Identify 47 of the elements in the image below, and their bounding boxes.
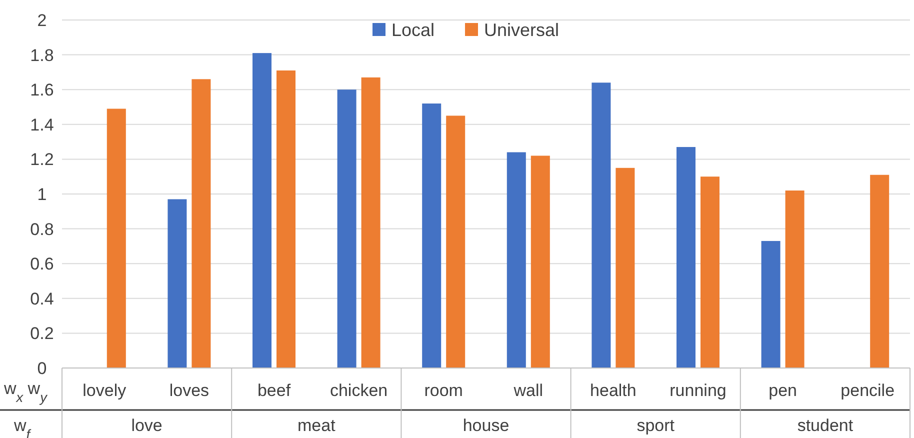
text: meat	[298, 416, 336, 435]
y-tick-label: 1.6	[30, 80, 54, 100]
bar	[506, 152, 526, 368]
text: love	[131, 416, 162, 435]
x-tick-label: pencile	[840, 381, 895, 400]
legend-label: Local	[392, 20, 435, 40]
bar	[761, 240, 780, 368]
x-tick-label: chicken	[330, 381, 388, 400]
x-tick-label: lovely	[82, 381, 127, 400]
legend-label: Universal	[484, 20, 560, 40]
x-tick-label: beef	[257, 381, 291, 400]
text: sport	[636, 416, 675, 435]
x-tick-label: loves	[169, 381, 210, 400]
x-tick-label: health	[590, 381, 636, 400]
y-tick-label: 0.4	[30, 289, 54, 308]
y-tick-label: 0.6	[30, 254, 54, 274]
y-tick-label: 1.2	[30, 150, 54, 170]
x-tick-label: running	[670, 381, 726, 400]
bar	[700, 176, 720, 368]
y-tick-label: 1.4	[30, 115, 54, 134]
bar	[785, 190, 804, 368]
bar	[192, 79, 211, 368]
bar	[337, 90, 356, 368]
bar	[168, 199, 187, 368]
bar	[252, 53, 272, 368]
y-tick-label: 0.2	[30, 324, 54, 344]
text: w$_{x}$ w$_{y}$	[3, 379, 48, 404]
text: student	[797, 416, 854, 435]
bar	[676, 147, 696, 368]
bar	[276, 70, 296, 368]
bar	[106, 108, 126, 368]
bar	[592, 82, 611, 368]
y-tick-label: 0.8	[30, 220, 54, 239]
y-tick-label: 1.8	[30, 46, 54, 65]
y-tick-label: 1	[37, 184, 47, 204]
bar	[361, 77, 380, 368]
bar	[530, 156, 550, 368]
bar	[616, 168, 635, 368]
text: house	[462, 416, 510, 435]
y-tick-label: 2	[37, 10, 47, 30]
x-tick-label: pen	[768, 381, 797, 400]
y-tick-label: 0	[37, 358, 47, 378]
x-tick-label: room	[424, 381, 463, 400]
x-tick-label: wall	[512, 381, 544, 400]
bar	[870, 174, 890, 368]
bar	[422, 104, 442, 368]
bar	[446, 116, 466, 368]
